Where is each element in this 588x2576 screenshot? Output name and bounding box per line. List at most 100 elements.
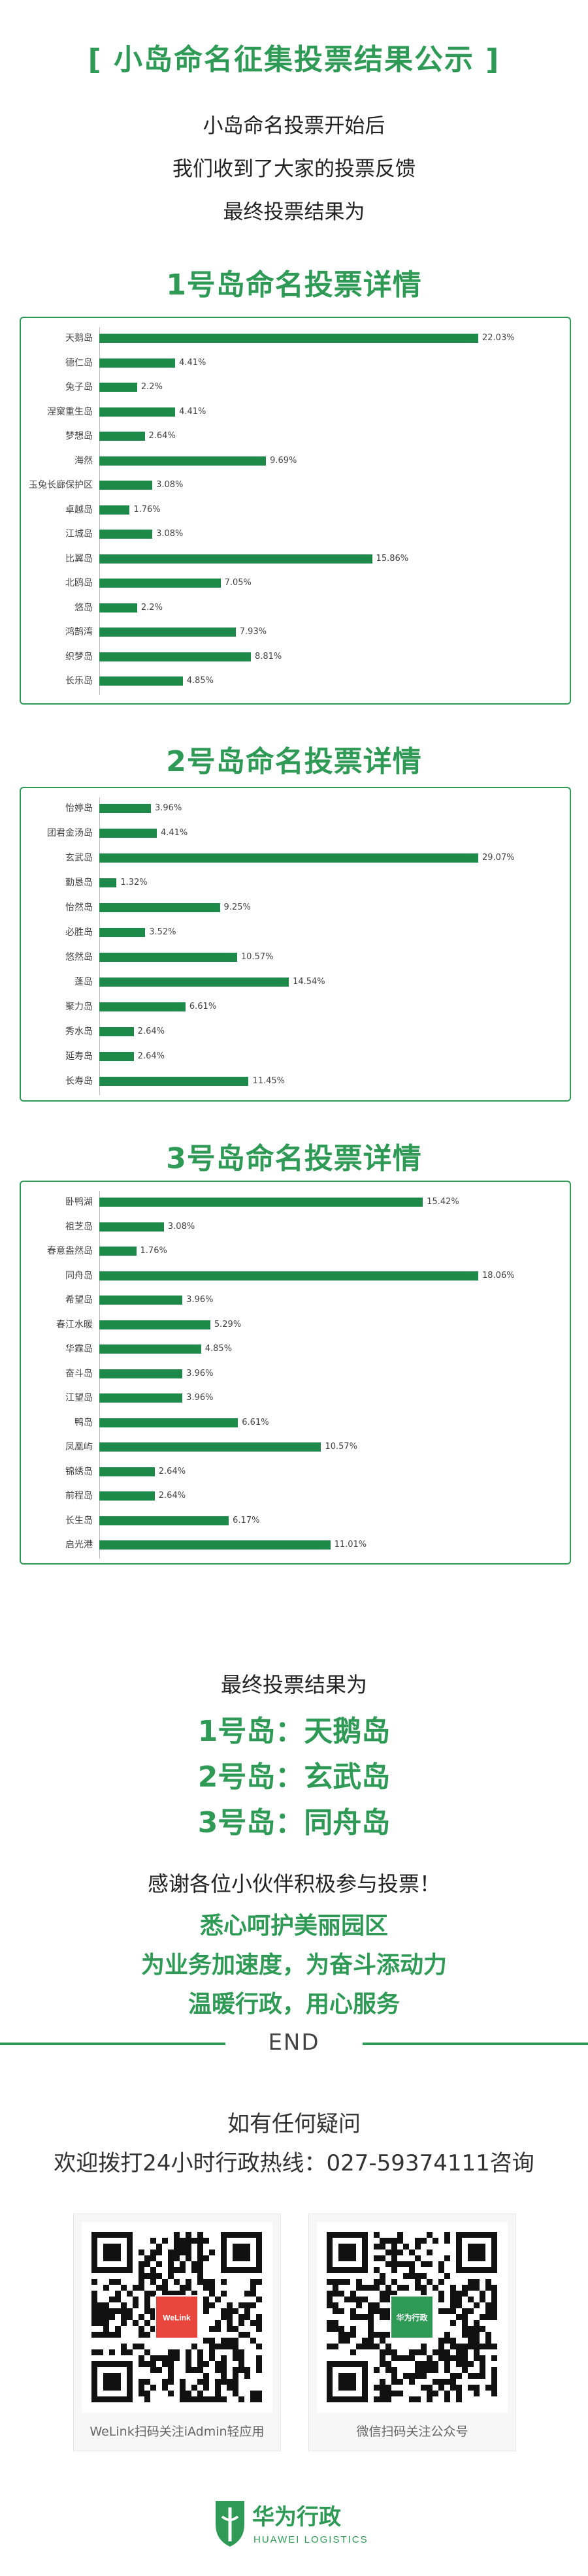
chart-row: 锦绣岛 2.64% [21,1463,570,1480]
chart-row: 长生岛 6.17% [21,1512,570,1529]
chart-row: 祖芝岛 3.08% [21,1218,570,1235]
chart-row: 鸿鹄湾 7.93% [21,624,570,641]
chart-island-2: 怡婷岛 3.96% 团君金汤岛 4.41% 玄武岛 29.07% 勤恳岛 1.32% 怡然岛 9.… [20,787,571,1102]
value-label: 2.64% [158,1491,186,1501]
chart-row: 春意盎然岛 1.76% [21,1243,570,1260]
category-label: 天鹅岛 [65,333,93,343]
value-label: 11.01% [334,1540,367,1550]
bar [99,1540,331,1550]
bar [99,1320,210,1329]
qr-center-badge-icon [156,2297,197,2338]
category-label: 怡然岛 [65,902,93,913]
wechat-qr-code[interactable]: 华为行政 [317,2222,508,2413]
bar [99,829,157,838]
value-label: 5.29% [214,1319,242,1329]
value-label: 11.45% [252,1076,286,1086]
chart-row: 海然 9.69% [21,453,570,469]
bar [99,676,183,686]
value-label: 3.52% [149,927,176,937]
bar [99,432,145,441]
value-label: 8.81% [254,651,282,661]
chart-row: 江望岛 3.96% [21,1390,570,1407]
bar [99,628,236,637]
chart-row: 卧鸭湖 15.42% [21,1194,570,1211]
bar [99,1442,321,1452]
category-label: 涅窠重生岛 [47,406,93,417]
intro-line-1: 小岛命名投票开始后 [203,114,385,138]
section-title-island-1: 1号岛命名投票详情 [166,268,422,302]
bar [99,358,176,368]
value-label: 2.64% [137,1026,165,1036]
chart-row: 必胜岛 3.52% [21,924,570,941]
contact-line-2: 欢迎拨打24小时行政热线：027-59374111咨询 [54,2150,534,2176]
value-label: 15.42% [427,1197,459,1207]
chart-row: 鸭岛 6.61% [21,1414,570,1431]
chart-row: 悠岛 2.2% [21,599,570,616]
value-label: 2.64% [148,431,176,441]
value-label: 3.96% [186,1295,214,1305]
value-label: 4.85% [204,1344,233,1354]
category-label: 希望岛 [65,1295,93,1305]
value-label: 1.32% [120,878,148,887]
bar [99,407,176,417]
category-label: 海然 [74,455,93,466]
contact-line-1: 如有任何疑问 [227,2111,361,2137]
category-label: 蓬岛 [74,977,93,987]
category-label: 德仁岛 [65,357,93,368]
category-label: 延寿岛 [65,1051,93,1062]
bar [99,1027,134,1036]
value-label: 3.08% [167,1221,195,1232]
shield-icon [216,2501,244,2547]
value-label: 9.69% [270,455,297,466]
chart-row: 玉兔长廊保护区 3.08% [21,477,570,494]
category-label: 凤凰屿 [65,1442,93,1452]
category-label: 玉兔长廊保护区 [29,480,93,490]
bar [99,554,372,564]
chart-row: 怡婷岛 3.96% [21,800,570,817]
value-label: 15.86% [376,553,409,564]
category-label: 长寿岛 [65,1076,93,1087]
qr-card-wechat: 华为行政 微信扫码关注公众号 [308,2214,516,2451]
bar [99,878,117,887]
bar [99,1393,183,1403]
value-label: 3.08% [156,480,184,490]
chart-row: 前程岛 2.64% [21,1487,570,1504]
bar [99,652,251,661]
category-label: 悠然岛 [65,952,93,962]
bar [99,1198,423,1207]
chart-row: 启光港 11.01% [21,1536,570,1553]
bar [99,579,221,588]
bar [99,1247,137,1256]
qr-caption-wechat: 微信扫码关注公众号 [356,2425,468,2439]
category-label: 启光港 [65,1540,93,1550]
chart-row: 华霖岛 4.85% [21,1341,570,1358]
value-label: 2.2% [140,382,163,392]
final-result-island-1: 1号岛：天鹅岛 [197,1715,391,1748]
bar [99,903,220,912]
welink-qr-code[interactable]: WeLink [82,2222,272,2413]
chart-row: 比翼岛 15.86% [21,550,570,567]
bar [99,1491,155,1501]
category-label: 比翼岛 [65,553,93,564]
chart-row: 长乐岛 4.85% [21,673,570,690]
chart-row: 怡然岛 9.25% [21,899,570,916]
category-label: 梦想岛 [65,431,93,441]
bar [99,1369,183,1378]
category-label: 聚力岛 [65,1002,93,1012]
category-label: 锦绣岛 [65,1466,93,1477]
value-label: 3.96% [186,1393,214,1403]
chart-row: 玄武岛 29.07% [21,850,570,867]
huawei-logistics-logo: 华为行政 HUAWEI LOGISTICS [209,2494,379,2553]
final-result-island-2: 2号岛：玄武岛 [197,1760,391,1794]
qr-caption-welink: WeLink扫码关注iAdmin轻应用 [90,2425,265,2439]
chart-row: 奋斗岛 3.96% [21,1365,570,1382]
value-label: 6.17% [233,1515,260,1525]
chart-row: 涅窠重生岛 4.41% [21,404,570,421]
bar [99,953,237,962]
value-label: 2.64% [137,1051,165,1061]
chart-row: 织梦岛 8.81% [21,648,570,665]
bar [99,334,478,343]
intro-line-3: 最终投票结果为 [223,200,365,224]
value-label: 3.08% [156,529,184,539]
end-label: END [268,2029,320,2056]
